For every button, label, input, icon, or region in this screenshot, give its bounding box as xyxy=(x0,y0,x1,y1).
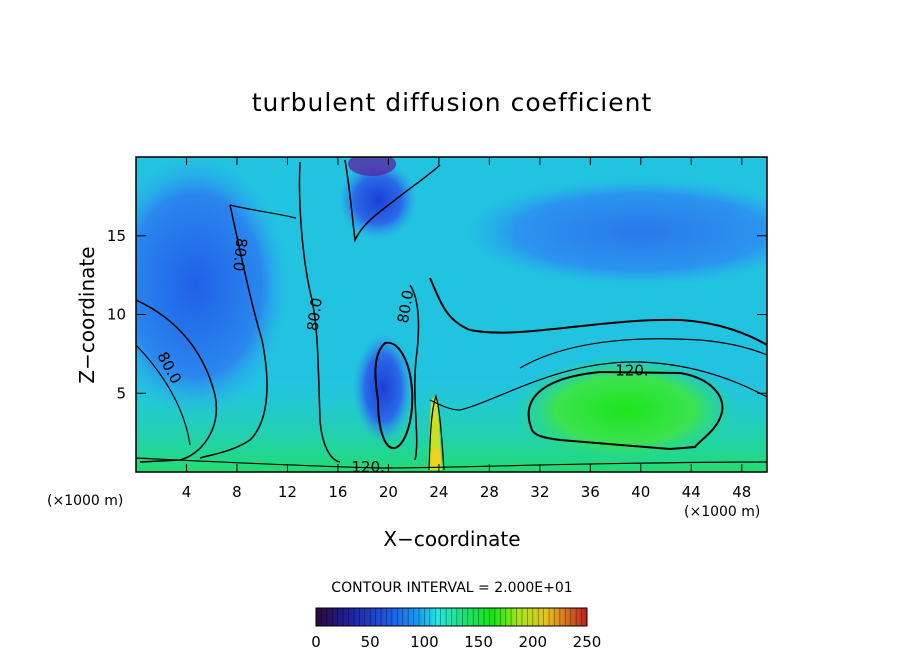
field-right-high xyxy=(510,355,740,465)
plot-field: 80.080.0 80.080.0 120.120. xyxy=(136,157,767,476)
colorbar-tick-label: 150 xyxy=(464,633,493,651)
contour-label: 80.0 xyxy=(229,237,250,272)
field-top-low xyxy=(338,160,418,240)
contour-80-center-left xyxy=(298,161,341,463)
x-tick-label: 12 xyxy=(278,483,297,501)
x-unit-left: (×1000 m) xyxy=(47,493,123,509)
contour-80-left-inner xyxy=(199,204,268,459)
field-middle-low xyxy=(353,333,413,443)
contour-label: 80.0 xyxy=(303,297,325,333)
x-unit-right: (×1000 m) xyxy=(684,504,760,520)
contour-top-v xyxy=(344,159,441,243)
contour-120-right xyxy=(527,370,724,451)
contour-120-bottom xyxy=(136,457,767,469)
contour-100-left xyxy=(136,344,191,446)
colorbar-ticks: 0 50 100 150 200 250 xyxy=(311,608,601,651)
x-tick-label: 48 xyxy=(732,483,751,501)
contour-label: 120. xyxy=(352,458,385,476)
field-left-low xyxy=(136,157,290,415)
y-axis-ticks: 5 10 15 xyxy=(107,227,767,402)
contour-top-left-arc xyxy=(229,204,297,219)
x-tick-label: 16 xyxy=(328,483,347,501)
colorbar-tick-label: 50 xyxy=(361,633,380,651)
contour-100-lower xyxy=(429,361,767,411)
contour-100-right xyxy=(519,338,767,369)
colorbar-tick-label: 0 xyxy=(311,633,321,651)
x-axis-ticks: 4 8 12 16 20 24 28 32 36 40 44 48 xyxy=(182,157,751,501)
contour-label: 120. xyxy=(615,362,648,380)
y-axis-label: Z−coordinate xyxy=(75,246,99,383)
colorbar-tick-label: 250 xyxy=(573,633,602,651)
field-narrow-peak xyxy=(431,448,441,468)
x-tick-label: 20 xyxy=(379,483,398,501)
contour-narrow-peak xyxy=(428,394,445,471)
y-tick-label: 5 xyxy=(116,384,126,402)
y-tick-label: 10 xyxy=(107,306,126,324)
contour-interval-text: CONTOUR INTERVAL = 2.000E+01 xyxy=(331,580,572,596)
colorbar-tick-label: 200 xyxy=(518,633,547,651)
field-top-minimum xyxy=(348,157,396,176)
chart-title: turbulent diffusion coefficient xyxy=(252,88,653,117)
field-upper-right-low xyxy=(460,177,767,287)
x-axis-label: X−coordinate xyxy=(383,527,520,551)
y-tick-label: 15 xyxy=(107,227,126,245)
contour-lines xyxy=(136,159,767,471)
x-tick-label: 32 xyxy=(530,483,549,501)
x-tick-label: 44 xyxy=(682,483,701,501)
x-tick-label: 8 xyxy=(232,483,242,501)
contour-low-middle xyxy=(374,341,414,450)
contour-80-right xyxy=(429,277,767,346)
x-tick-label: 40 xyxy=(631,483,650,501)
x-tick-label: 24 xyxy=(429,483,448,501)
contour-80-left xyxy=(136,299,218,463)
x-tick-label: 36 xyxy=(581,483,600,501)
x-tick-label: 28 xyxy=(480,483,499,501)
contour-label: 80.0 xyxy=(394,289,418,325)
colorbar-tick-label: 100 xyxy=(410,633,439,651)
x-tick-label: 4 xyxy=(182,483,192,501)
contour-80-center-right xyxy=(409,284,420,461)
